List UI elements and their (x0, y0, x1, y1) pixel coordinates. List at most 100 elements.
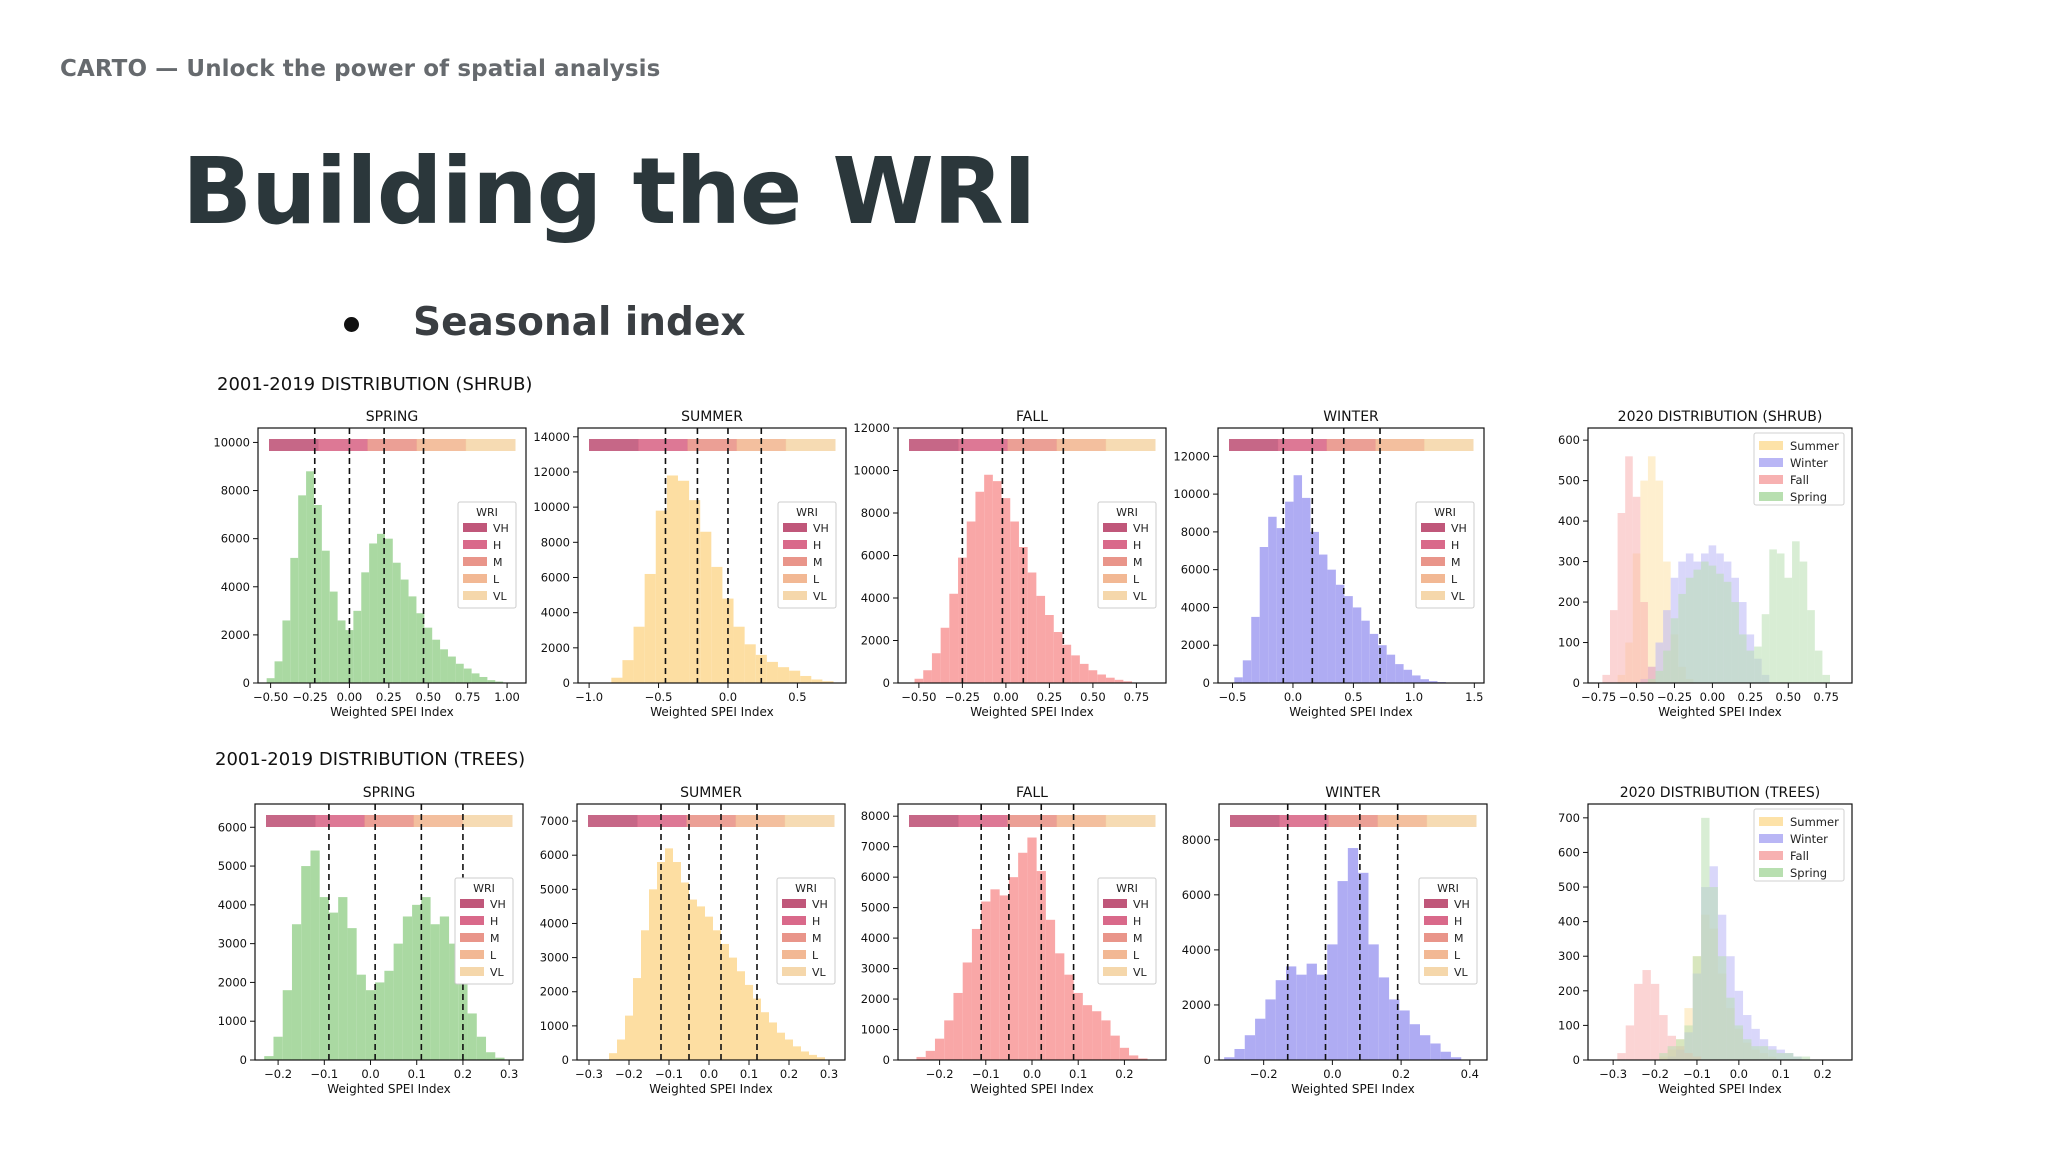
legend-label: M (1133, 556, 1143, 569)
legend-swatch (460, 950, 484, 959)
overlay-bar (1640, 602, 1648, 683)
wri-band-segment (462, 815, 513, 827)
x-tick-label: 0.1 (1772, 1067, 1790, 1081)
y-tick-label: 0 (883, 676, 890, 690)
overlay-bar (1659, 1053, 1668, 1060)
chart-3: WRI VH HML VL −0.5 0.0 0.5 1.0 1.5 0 2000 4000 6000 8… (1173, 409, 1485, 719)
histogram-bar (1378, 977, 1390, 1060)
wri-band-segment (1326, 439, 1376, 451)
x-tick-label: 0.1 (1069, 1067, 1087, 1081)
legend-label: Fall (1790, 473, 1809, 487)
y-tick-label: 7000 (861, 840, 890, 854)
y-tick-label: 12000 (853, 421, 890, 435)
chart-8: WRI VH HML VL −0.2 0.0 0.2 0.4 0 2000 4000 6000 8000… (1182, 785, 1488, 1096)
wri-band-segment (909, 815, 959, 827)
overlay-bar (1634, 983, 1643, 1060)
overlay-bar (1723, 581, 1732, 683)
wri-band-segment (589, 439, 639, 451)
legend-label: L (490, 949, 497, 962)
overlay-bar (1663, 650, 1671, 683)
wri-band-segment (686, 815, 737, 827)
histogram-bar (282, 620, 291, 683)
x-tick-label: −0.25 (945, 690, 980, 704)
histogram-bar (487, 680, 496, 683)
histogram-bar (282, 990, 292, 1060)
histogram-bar (1097, 674, 1106, 683)
y-tick-label: 100 (1558, 636, 1580, 650)
overlay-bar (1776, 553, 1785, 683)
x-tick-label: 0.4 (1461, 1067, 1479, 1081)
legend-swatch (783, 557, 807, 566)
y-tick-label: 5000 (861, 901, 890, 915)
histogram-bar (440, 649, 448, 683)
wri-band-segment (465, 439, 516, 451)
y-tick-label: 0 (563, 676, 570, 690)
legend-swatch (1103, 950, 1127, 959)
y-tick-label: 6000 (540, 848, 569, 862)
y-tick-label: 10000 (853, 464, 890, 478)
legend-label: H (493, 539, 501, 552)
y-tick-label: 2000 (1182, 998, 1211, 1012)
x-tick-label: 0.75 (455, 690, 481, 704)
overlay-bar (1734, 1025, 1744, 1060)
x-tick-label: 0.2 (1115, 1067, 1133, 1081)
histogram-bar (298, 495, 307, 683)
wri-band-segment (318, 439, 368, 451)
histogram-bar (611, 677, 623, 683)
wri-band-segment (1229, 439, 1279, 451)
histogram-bar (1027, 572, 1037, 683)
legend-label: M (1454, 932, 1464, 945)
x-tick-label: 0.25 (1037, 690, 1063, 704)
chart-title: FALL (1016, 785, 1048, 801)
x-tick-label: −0.1 (655, 1067, 683, 1081)
histogram-bar (1055, 953, 1065, 1060)
y-tick-label: 3000 (540, 951, 569, 965)
axes-frame (1587, 427, 1853, 684)
y-tick-label: 0 (243, 676, 250, 690)
histogram-bar (338, 897, 348, 1060)
x-tick-label: −0.50 (253, 690, 288, 704)
histogram-bar (934, 1038, 945, 1060)
histogram-bar (467, 1013, 477, 1060)
histogram-bar (439, 916, 450, 1060)
histogram-bar (925, 1050, 935, 1060)
x-tick-label: 0.0 (361, 1067, 379, 1081)
overlay-bar (1743, 1015, 1752, 1060)
y-tick-label: 700 (1558, 811, 1580, 825)
overlay-bar (1659, 1015, 1668, 1060)
legend-label: VL (490, 966, 505, 979)
histogram-bar (1129, 1055, 1139, 1060)
wri-legend: WRI VH HML VL (776, 877, 836, 985)
histogram-bar (424, 627, 433, 683)
histogram-bar (809, 1054, 817, 1060)
legend-label: H (1133, 539, 1141, 552)
y-tick-label: 0 (1573, 676, 1580, 690)
overlay-bar (1751, 1028, 1760, 1060)
histogram-bar (1053, 632, 1063, 683)
y-tick-label: 8000 (1182, 833, 1211, 847)
histogram-bar (713, 930, 721, 1060)
overlay-bar (1701, 817, 1710, 1060)
overlay-bar (1784, 577, 1793, 683)
histogram-bar (319, 897, 329, 1060)
histogram-bar (421, 897, 431, 1060)
legend-label: H (1454, 915, 1462, 928)
histogram-bar (1251, 616, 1260, 683)
plot-area (1229, 428, 1474, 683)
histogram-bar (1275, 980, 1286, 1060)
histogram-bar (471, 673, 480, 683)
histogram-bar (733, 626, 745, 683)
x-tick-label: −0.5 (1219, 690, 1247, 704)
overlay-bar (1693, 569, 1702, 683)
bullet-dot-icon (344, 317, 359, 332)
histogram-bar (689, 500, 701, 683)
histogram-bar (408, 596, 417, 683)
overlay-bar (1743, 1039, 1752, 1060)
axes-frame (577, 427, 847, 684)
wri-legend: WRI VH HML VL (1097, 877, 1157, 985)
overlay-bar (1632, 496, 1641, 683)
histogram-bar (1286, 966, 1297, 1060)
wri-band-segment (588, 815, 638, 827)
wri-legend: WRI VH HML VL (1415, 501, 1475, 609)
legend-label: VH (1133, 522, 1149, 535)
